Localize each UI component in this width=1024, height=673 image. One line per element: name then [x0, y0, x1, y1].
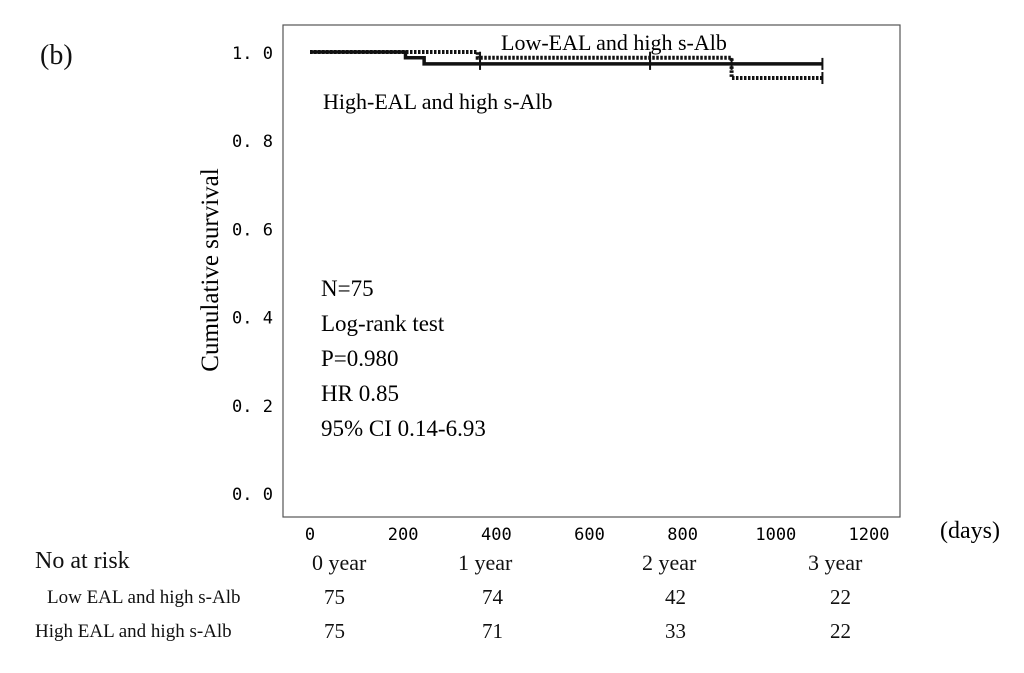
- stat-annotation: Log-rank test: [321, 311, 445, 336]
- risk-cell: 71: [482, 619, 503, 643]
- plot-frame: [282, 24, 901, 518]
- y-tick-label: 0. 2: [232, 397, 273, 417]
- risk-cell: 33: [665, 619, 686, 643]
- risk-cell: 22: [830, 585, 851, 609]
- stat-annotation: HR 0.85: [321, 381, 399, 406]
- stat-annotation: P=0.980: [321, 346, 399, 371]
- risk-cell: 75: [324, 619, 345, 643]
- x-axis-label: (days): [940, 518, 1000, 544]
- y-tick-label: 0. 8: [232, 132, 273, 152]
- risk-col-0: 0 year: [312, 550, 367, 575]
- risk-row-label: High EAL and high s-Alb: [35, 621, 232, 642]
- panel-label: (b): [40, 40, 73, 71]
- risk-col-2: 2 year: [642, 550, 697, 575]
- stat-annotation: 95% CI 0.14-6.93: [321, 416, 486, 441]
- y-tick-label: 0. 0: [232, 485, 273, 505]
- risk-cell: 22: [830, 619, 851, 643]
- risk-col-3: 3 year: [808, 550, 863, 575]
- x-tick-label: 1000: [755, 525, 796, 545]
- survival-curve-high-eal: [310, 50, 823, 66]
- legend-label-low-eal: Low-EAL and high s-Alb: [501, 30, 727, 55]
- risk-row-label: Low EAL and high s-Alb: [47, 587, 241, 608]
- risk-col-1: 1 year: [458, 550, 513, 575]
- risk-cell: 75: [324, 585, 345, 609]
- y-tick-label: 1. 0: [232, 44, 273, 64]
- stat-annotation: N=75: [321, 276, 374, 301]
- x-tick-label: 400: [481, 525, 512, 545]
- y-axis-label: Cumulative survival: [197, 168, 224, 371]
- legend-label-high-eal: High-EAL and high s-Alb: [323, 89, 553, 114]
- x-tick-label: 200: [388, 525, 419, 545]
- risk-table-title: No at risk: [35, 548, 130, 574]
- survival-curve-low-eal: [310, 50, 823, 81]
- y-tick-label: 0. 4: [232, 309, 273, 329]
- y-tick-label: 0. 6: [232, 220, 273, 240]
- x-tick-label: 800: [667, 525, 698, 545]
- risk-cell: 42: [665, 585, 686, 609]
- risk-cell: 74: [482, 585, 503, 609]
- x-tick-label: 1200: [849, 525, 890, 545]
- x-tick-label: 0: [305, 525, 315, 545]
- x-tick-label: 600: [574, 525, 605, 545]
